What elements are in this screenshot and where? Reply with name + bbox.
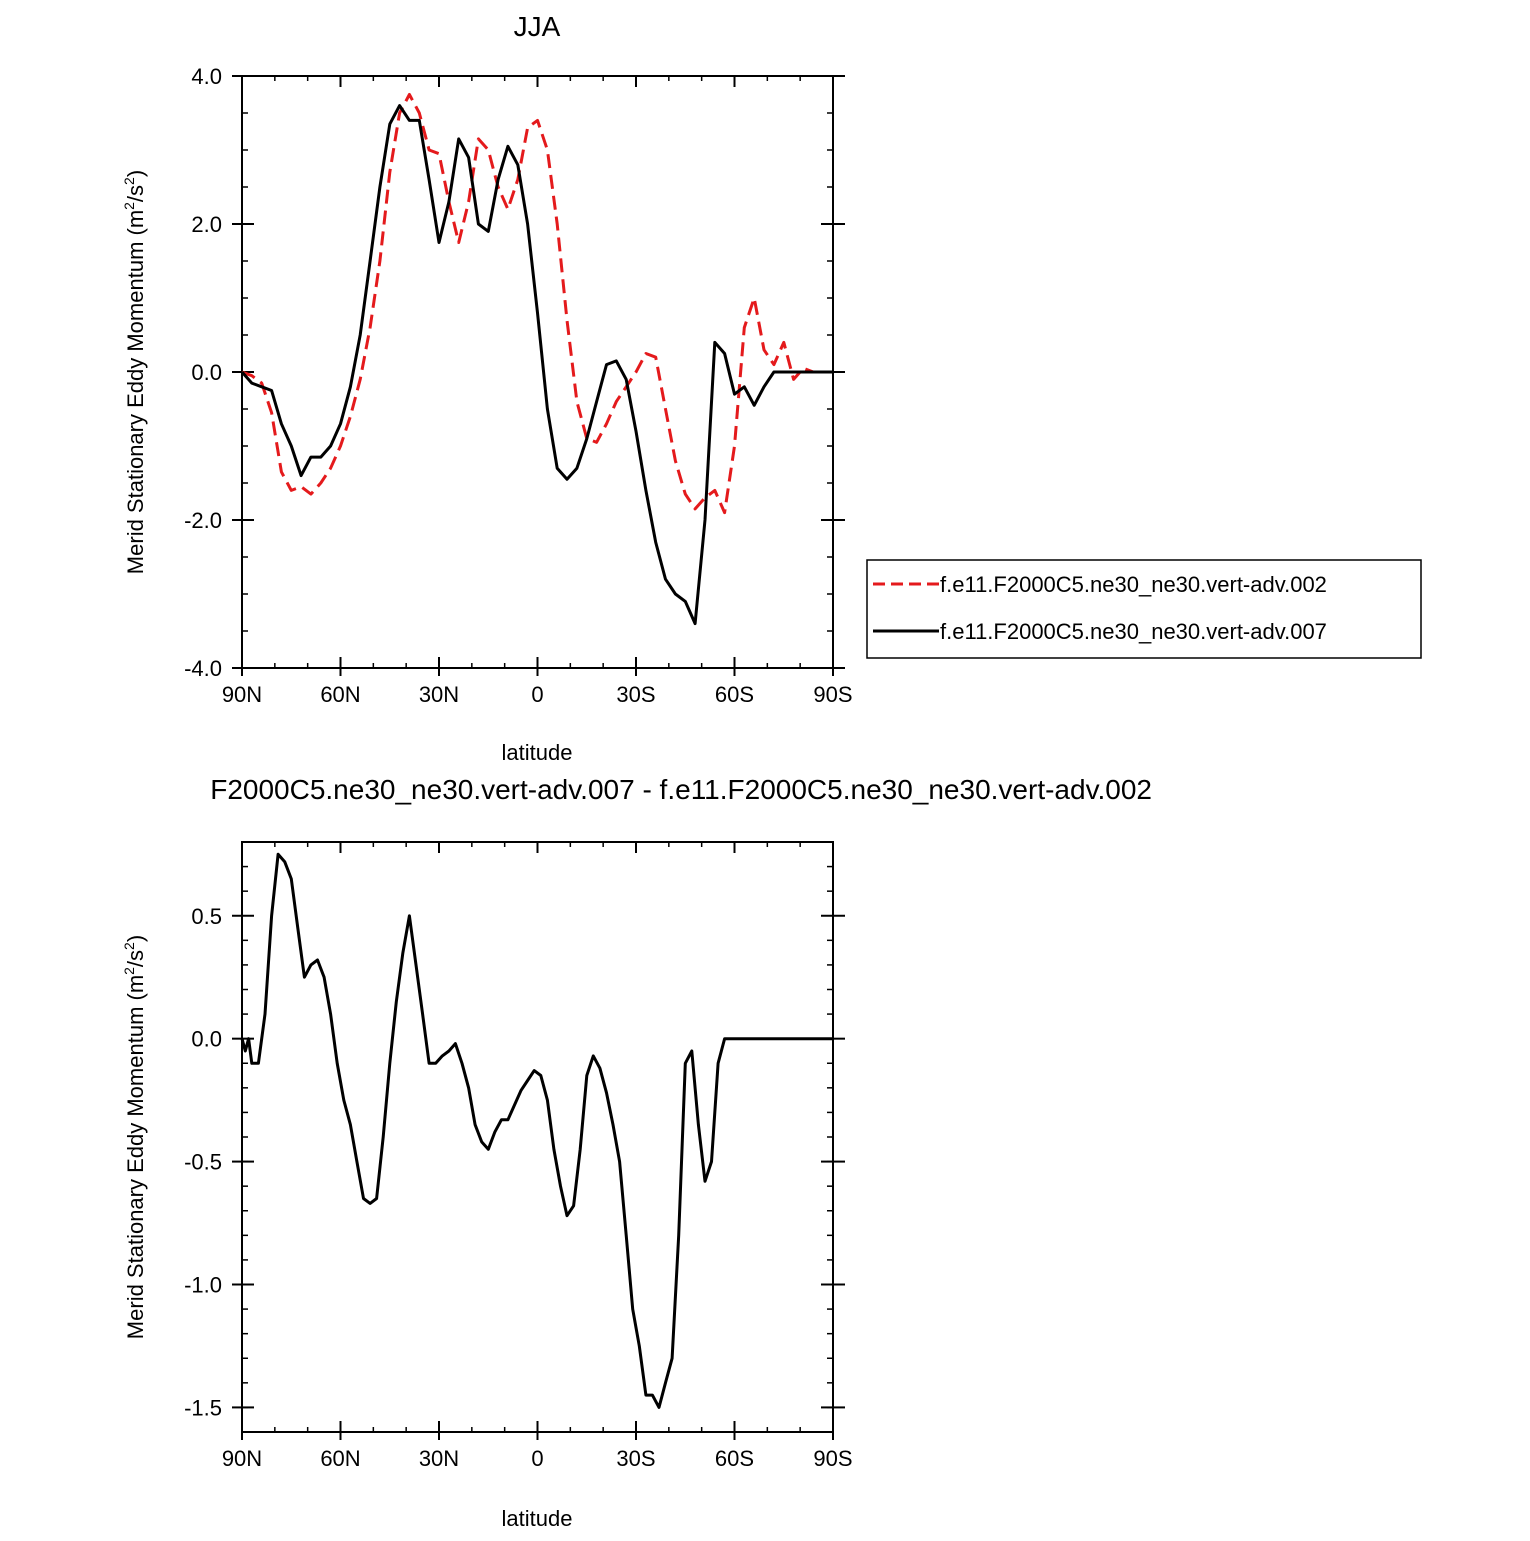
- bottom-y-label-end: ): [123, 935, 148, 942]
- top-y-label-main: Merid Stationary Eddy Momentum (m: [123, 210, 148, 574]
- bottom-chart: F2000C5.ne30_ne30.vert-adv.007 - f.e11.F…: [121, 774, 1152, 1531]
- bottom-x-axis-label: latitude: [502, 1506, 573, 1531]
- top-y-label-sup1: 2: [121, 202, 137, 210]
- bottom-y-tick-label: 0.0: [191, 1027, 222, 1052]
- top-chart-title: JJA: [514, 11, 561, 42]
- top-x-tick-label: 90N: [222, 682, 262, 707]
- top-y-tick-label: -2.0: [184, 508, 222, 533]
- bottom-y-label-mid: /s: [123, 950, 148, 967]
- bottom-ticks: 90N 60N 30N 0 30S 60S 90S 0.5 0.0 -0.5 -1.0 -1.5: [184, 841, 853, 1471]
- bottom-y-label-main: Merid Stationary Eddy Momentum (m: [123, 975, 148, 1339]
- top-series: [240, 93, 833, 626]
- top-x-tick-label: 60S: [715, 682, 754, 707]
- top-x-tick-label: 30S: [616, 682, 655, 707]
- bottom-series-line-0: [240, 852, 833, 1409]
- top-y-label-end: ): [123, 170, 148, 177]
- legend: f.e11.F2000C5.ne30_ne30.vert-adv.002 f.e…: [866, 559, 1422, 659]
- legend-box: [866, 559, 1422, 659]
- top-y-tick-label: 2.0: [191, 212, 222, 237]
- top-y-label-mid: /s: [123, 185, 148, 202]
- bottom-y-axis-label: Merid Stationary Eddy Momentum (m2/s2): [121, 935, 148, 1339]
- top-x-tick-label: 30N: [419, 682, 459, 707]
- top-series-line-0: [241, 93, 833, 515]
- top-y-label-sup2: 2: [121, 177, 137, 185]
- bottom-x-tick-label: 30N: [419, 1446, 459, 1471]
- bottom-x-tick-label: 90S: [813, 1446, 852, 1471]
- bottom-plot-frame: [241, 841, 834, 1433]
- bottom-series: [240, 852, 833, 1409]
- bottom-x-tick-label: 60N: [320, 1446, 360, 1471]
- bottom-x-tick-label: 30S: [616, 1446, 655, 1471]
- bottom-y-tick-label: 0.5: [191, 904, 222, 929]
- top-y-tick-label: -4.0: [184, 656, 222, 681]
- bottom-y-label-sup1: 2: [121, 967, 137, 975]
- top-plot-frame: [241, 75, 834, 669]
- top-x-tick-label: 0: [531, 682, 543, 707]
- bottom-x-tick-label: 0: [531, 1446, 543, 1471]
- legend-label-002: f.e11.F2000C5.ne30_ne30.vert-adv.002: [940, 572, 1327, 597]
- bottom-chart-title: F2000C5.ne30_ne30.vert-adv.007 - f.e11.F…: [210, 774, 1152, 805]
- bottom-y-tick-label: -1.5: [184, 1395, 222, 1420]
- legend-label-007: f.e11.F2000C5.ne30_ne30.vert-adv.007: [940, 619, 1327, 644]
- top-x-axis-label: latitude: [502, 740, 573, 765]
- top-x-tick-label: 90S: [813, 682, 852, 707]
- bottom-y-tick-label: -1.0: [184, 1273, 222, 1298]
- top-y-tick-label: 0.0: [191, 360, 222, 385]
- top-y-tick-label: 4.0: [191, 64, 222, 89]
- bottom-y-tick-label: -0.5: [184, 1150, 222, 1175]
- bottom-x-tick-label: 90N: [222, 1446, 262, 1471]
- top-x-tick-label: 60N: [320, 682, 360, 707]
- top-y-axis-label: Merid Stationary Eddy Momentum (m2/s2): [121, 170, 148, 574]
- top-ticks: 90N 60N 30N 0 30S 60S 90S 4.0 2.0 0.0 -2.0 -4.0: [184, 64, 853, 707]
- top-chart: JJA 90N 60N 30N 0 30S 60S 90S 4.0 2.0 0.0 -2.0 -4.0…: [121, 11, 1422, 765]
- top-series-line-1: [240, 104, 833, 626]
- bottom-y-label-sup2: 2: [121, 942, 137, 950]
- bottom-x-tick-label: 60S: [715, 1446, 754, 1471]
